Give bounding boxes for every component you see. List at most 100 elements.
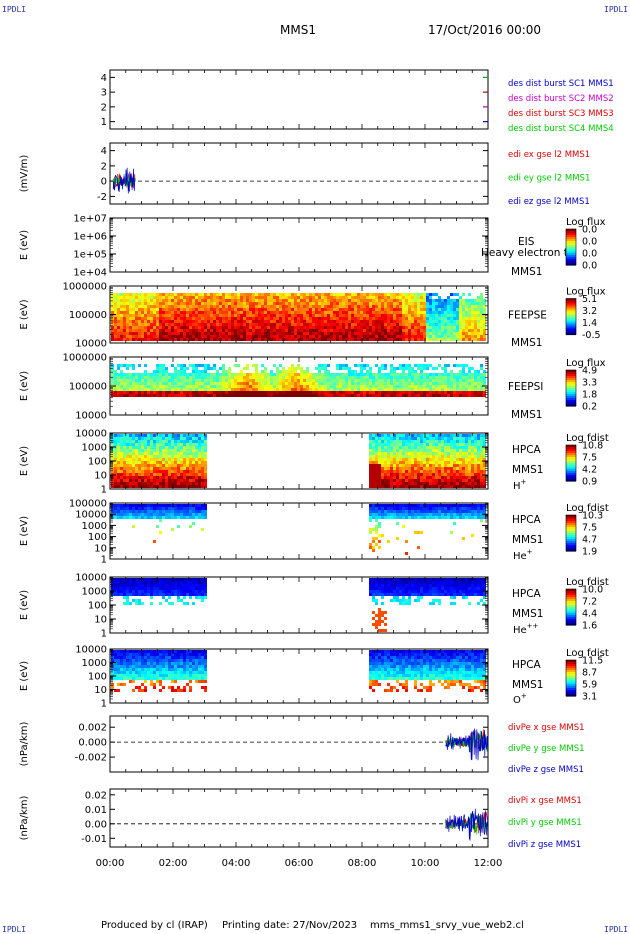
panel-9-colorbar-tick: 11.5 [582,656,603,667]
panel-9-ytick-label: 100 [88,672,107,683]
panel-7-ytick-label: 10000 [75,510,107,521]
panel-6-ytick-label: 1000 [82,443,107,454]
panel-3-overlay-text: Heavy electron to [481,247,574,259]
panel-10-ytick-label: -0.002 [75,753,107,764]
panel-8: E (eV) 1 10 100 1000 10000 HPCA MMS1 He++ Log fdi… [19,573,609,640]
corner-label-top-left: IPDLI [2,5,27,14]
panel-6-ylabel: E (eV) [19,446,30,476]
panel-8-ytick-label: 1 [101,629,107,640]
panel-7-colorbar-tick: 4.7 [582,535,597,546]
panel-9-ylabel: E (eV) [19,661,30,691]
panel-11-ytick-label: 0.01 [85,805,107,816]
panel-3-ytick-label: 1e+05 [73,250,107,261]
panel-2-legend-2: edi ey gse l2 MMS1 [508,174,590,184]
panel-5-ylabel: E (eV) [19,371,30,401]
xaxis-tick-label: 10:00 [411,858,440,869]
panel-9-colorbar-tick: 8.7 [582,668,597,679]
panel-2-ylabel: (mV/m) [19,155,30,193]
panel-3-instrument-label: EIS [518,236,535,248]
panel-11: (nPa/km) -0.01 0.00 0.01 0.02 divPi x gse MMS… [19,788,582,850]
panel-4-spacecraft-label: MMS1 [511,337,542,349]
panel-10-ytick-label: 0.002 [78,723,107,734]
panel-3-colorbar-tick: 0.0 [582,237,597,248]
panel-4-colorbar-tick: 3.2 [582,306,597,317]
panel-7-ytick-label: 1 [101,555,107,566]
footer-script-name: mms_mms1_srvy_vue_web2.cl [370,920,524,931]
panel-7-ytick-label: 100000 [69,499,107,510]
panel-10-legend-1: divPe x gse MMS1 [508,723,585,733]
xaxis-tick-label: 06:00 [285,858,314,869]
panel-8-colorbar-tick: 1.6 [582,621,597,632]
panel-8-spectrogram [111,578,486,632]
panel-5: E (eV) 10000 100000 1000000 FEEPSI MMS1 Log fl… [19,353,606,422]
panel-10-frame [109,715,489,773]
panel-1-legend-4: des dist burst SC4 MMS4 [508,124,614,134]
panel-7-species-label: He+ [513,548,533,562]
panel-9-ytick-label: 1000 [82,658,107,669]
panel-8-ytick-label: 10 [94,615,107,626]
panel-6-colorbar-tick: 4.2 [582,465,597,476]
panel-5-spacecraft-label: MMS1 [511,409,542,421]
panel-10-ylabel: (nPa/km) [19,722,30,767]
panel-4-colorbar-tick: -0.5 [582,330,601,341]
panel-11-ylabel: (nPa/km) [19,796,30,841]
panel-6: E (eV) 1 10 100 1000 10000 HPCA MMS1 H+ Log fdist… [19,429,609,496]
panel-3-ytick-label: 1e+04 [73,268,107,279]
panel-1-ytick-label: 3 [101,88,107,99]
panel-6-ytick-label: 1 [101,485,107,496]
panel-5-instrument-label: FEEPSI [508,381,543,393]
panel-11-series-3-line [445,808,489,841]
panel-6-ytick-label: 100 [88,457,107,468]
panel-2-ytick-label: -2 [97,192,107,203]
panel-8-instrument-label: HPCA [512,588,542,600]
panel-9-spacecraft-label: MMS1 [512,679,543,691]
panel-7-spectrogram [111,504,486,555]
xaxis-tick-label: 02:00 [159,858,188,869]
panel-3-ytick-label: 1e+07 [73,214,107,225]
panel-8-colorbar-tick: 4.4 [582,609,597,620]
panel-4-ytick-label: 10000 [75,339,107,350]
panel-3-colorbar-tick: 0.0 [582,249,597,260]
panel-7-colorbar-tick: 7.5 [582,523,597,534]
panel-7-colorbar-tick: 10.3 [582,511,603,522]
panel-1-ytick-label: 2 [101,102,107,113]
panel-5-ytick-label: 10000 [75,411,107,422]
panel-10-ytick-label: 0.000 [78,738,107,749]
panel-6-instrument-label: HPCA [512,444,542,456]
panel-2-series-3-line [112,167,136,194]
panel-10-series-3-line [445,728,489,761]
panel-1-legend-3: des dist burst SC3 MMS3 [508,109,614,119]
panel-1-ytick-label: 4 [101,73,107,84]
panel-9-colorbar-tick: 3.1 [582,692,597,703]
panel-5-ytick-label: 1000000 [62,353,107,364]
panel-2-ytick-label: 2 [101,161,107,172]
xaxis-tick-label: 08:00 [348,858,377,869]
xaxis-tick-label: 00:00 [96,858,125,869]
panel-11-ytick-label: 0.00 [85,819,107,830]
panel-4-instrument-label: FEEPSE [508,310,547,322]
panel-6-colorbar-tick: 10.8 [582,441,603,452]
panel-6-spectrogram [111,434,486,488]
panel-5-ytick-label: 100000 [69,382,107,393]
panel-4: E (eV) 10000 100000 1000000 FEEPSE MMS1 Log fl… [19,282,606,350]
footer-printing-date: Printing date: 27/Nov/2023 [222,920,358,931]
panel-7-ytick-label: 10 [94,543,107,554]
panel-7-ytick-label: 100 [88,532,107,543]
panel-2-ytick-label: 0 [101,177,107,188]
panel-2-ytick-label: 4 [101,146,107,157]
panel-2-legend-3: edi ez gse l2 MMS1 [508,197,590,207]
panel-5-colorbar-tick: 3.3 [582,378,597,389]
panel-9-spectrogram [111,650,486,692]
panel-8-ytick-label: 1000 [82,587,107,598]
panel-9-ytick-label: 10 [94,685,107,696]
panel-7-ylabel: E (eV) [19,516,30,546]
panel-9-ytick-label: 1 [101,699,107,710]
panel-5-colorbar-title: Log flux [566,358,606,369]
panel-1-legend-2: des dist burst SC2 MMS2 [508,94,614,104]
corner-label-top-right: IPDLI [604,5,629,14]
panel-6-colorbar-tick: 7.5 [582,453,597,464]
panel-1-legend-1: des dist burst SC1 MMS1 [508,79,614,89]
header-date: 17/Oct/2016 00:00 [428,23,542,37]
